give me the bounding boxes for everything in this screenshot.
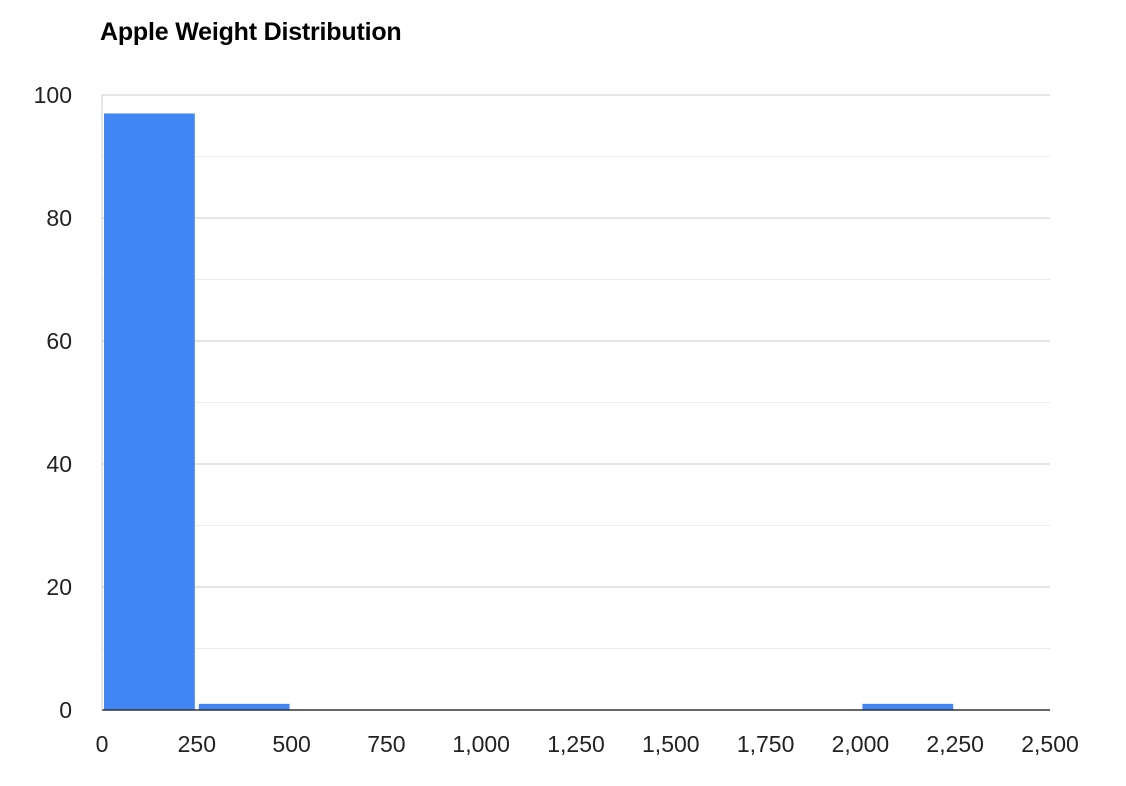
histogram-bar	[104, 113, 195, 710]
gridlines	[102, 94, 1050, 649]
bars	[104, 113, 954, 710]
y-tick-label: 100	[34, 82, 72, 108]
x-tick-label: 750	[367, 731, 405, 757]
y-axis-tick-labels: 0 20 40 60 80 100	[34, 82, 72, 723]
chart-title: Apple Weight Distribution	[100, 18, 402, 46]
x-tick-label: 2,250	[926, 731, 984, 757]
x-axis-tick-labels: 0 250 500 750 1,000 1,250 1,500 1,750 2,000 2,250…	[96, 731, 1079, 757]
y-tick-label: 0	[59, 697, 72, 723]
axes	[101, 95, 1050, 711]
x-tick-label: 250	[178, 731, 216, 757]
x-tick-label: 1,750	[737, 731, 795, 757]
x-tick-label: 2,000	[832, 731, 890, 757]
x-tick-label: 2,500	[1021, 731, 1079, 757]
y-tick-label: 60	[46, 328, 72, 354]
x-tick-label: 0	[96, 731, 109, 757]
histogram-bar	[198, 703, 290, 710]
x-tick-label: 1,500	[642, 731, 700, 757]
y-tick-label: 40	[46, 451, 72, 477]
y-tick-label: 20	[46, 574, 72, 600]
x-tick-label: 500	[272, 731, 310, 757]
x-tick-label: 1,000	[452, 731, 510, 757]
histogram-bar	[862, 703, 954, 710]
x-tick-label: 1,250	[547, 731, 605, 757]
y-tick-label: 80	[46, 205, 72, 231]
